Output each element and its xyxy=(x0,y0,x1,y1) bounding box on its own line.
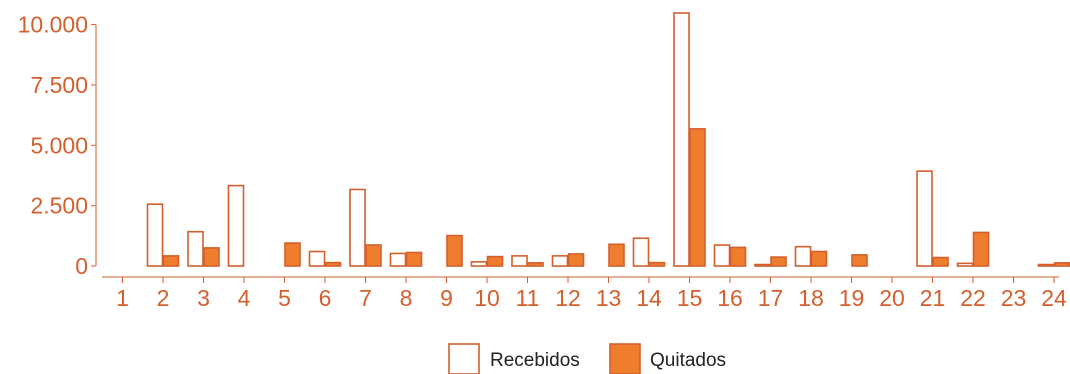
bar-recebidos xyxy=(673,12,690,267)
legend-label-recebidos: Recebidos xyxy=(490,350,580,371)
bar-recebidos xyxy=(551,255,569,267)
x-tick-label: 4 xyxy=(238,285,251,311)
x-tick-label: 20 xyxy=(879,285,905,311)
x-tick-label: 23 xyxy=(1001,285,1027,311)
x-tick-label: 24 xyxy=(1041,285,1067,311)
x-tick-label: 2 xyxy=(157,285,170,311)
x-tick-label: 6 xyxy=(319,285,332,311)
bar-quitados xyxy=(365,244,382,267)
bar-quitados xyxy=(851,254,868,267)
bar-recebidos xyxy=(956,262,974,267)
x-tick-label: 14 xyxy=(636,285,662,311)
x-tick-label: 13 xyxy=(596,285,622,311)
bar-quitados xyxy=(689,128,706,267)
bar-quitados xyxy=(567,253,585,267)
bar-quitados xyxy=(527,262,544,267)
bars-group xyxy=(146,12,1070,267)
bar-quitados xyxy=(446,234,463,267)
bar-quitados xyxy=(203,247,220,267)
bar-quitados xyxy=(648,261,666,267)
legend-swatch-recebidos xyxy=(448,343,480,374)
bar-quitados xyxy=(810,250,828,267)
x-tick-label: 9 xyxy=(440,285,453,311)
x-tick-label: 15 xyxy=(677,285,703,311)
x-tick-label: 18 xyxy=(798,285,824,311)
x-tick-label: 12 xyxy=(555,285,581,311)
x-tick-label: 10 xyxy=(474,285,500,311)
bar-recebidos xyxy=(227,184,245,267)
bar-recebidos xyxy=(187,230,204,267)
bar-quitados xyxy=(486,255,504,267)
x-tick-label: 3 xyxy=(197,285,210,311)
bar-recebidos xyxy=(349,188,366,267)
bar-quitados xyxy=(1053,262,1070,267)
x-tick-label: 1 xyxy=(116,285,129,311)
bar-quitados xyxy=(770,256,787,267)
bar-recebidos xyxy=(470,261,488,267)
bar-quitados xyxy=(729,246,747,267)
x-axis: 1 2 3 4 5 6 7 8 9 10 11 12 13 14 15 16 17 18 19 20 21 22 23 24 xyxy=(116,277,1067,311)
bar-recebidos xyxy=(794,245,812,267)
bar-recebidos xyxy=(713,244,731,267)
bar-quitados xyxy=(608,243,625,267)
legend-swatch-quitados xyxy=(609,343,641,374)
bar-recebidos xyxy=(916,170,933,267)
bar-recebidos xyxy=(511,255,528,267)
x-tick-label: 8 xyxy=(400,285,413,311)
bar-recebidos xyxy=(389,252,407,267)
x-tick-label: 17 xyxy=(758,285,784,311)
bar-recebidos xyxy=(754,263,771,267)
x-tick-label: 19 xyxy=(839,285,865,311)
bar-recebidos xyxy=(146,203,164,267)
y-axis: 0 2.500 5.000 7.500 10.000 xyxy=(18,12,96,279)
bar-recebidos xyxy=(632,237,650,267)
bar-quitados xyxy=(972,231,990,267)
legend: Recebidos Quitados xyxy=(448,343,726,374)
y-tick-label: 10.000 xyxy=(18,12,88,38)
y-tick-label: 0 xyxy=(75,253,88,279)
bar-recebidos xyxy=(1037,263,1055,267)
legend-label-quitados: Quitados xyxy=(650,350,726,371)
x-tick-label: 7 xyxy=(359,285,372,311)
x-tick-label: 22 xyxy=(960,285,986,311)
bar-quitados xyxy=(932,256,949,267)
bar-recebidos xyxy=(308,250,326,267)
bar-quitados xyxy=(324,261,342,267)
y-tick-label: 7.500 xyxy=(30,72,88,98)
bar-quitados xyxy=(405,251,423,267)
x-tick-label: 16 xyxy=(717,285,743,311)
bar-quitados xyxy=(162,255,180,267)
x-tick-label: 5 xyxy=(278,285,291,311)
y-tick-label: 2.500 xyxy=(30,193,88,219)
bar-quitados xyxy=(284,242,301,267)
x-tick-label: 21 xyxy=(920,285,946,311)
y-tick-label: 5.000 xyxy=(30,132,88,158)
x-tick-label: 11 xyxy=(516,285,540,311)
